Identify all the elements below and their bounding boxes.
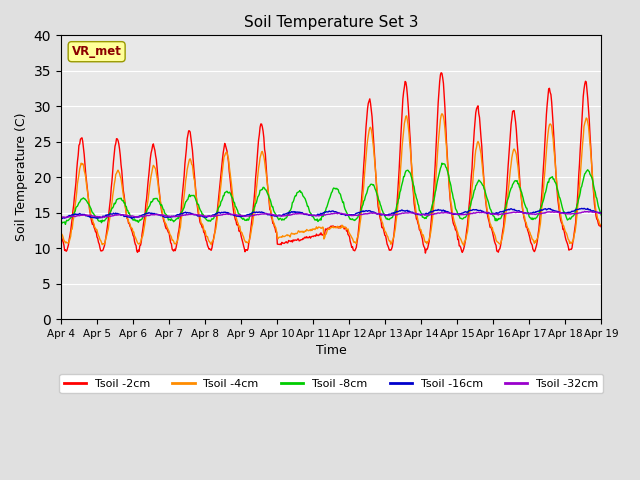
Tsoil -2cm	[206, 246, 214, 252]
Tsoil -16cm	[397, 208, 404, 214]
Tsoil -32cm	[58, 215, 65, 220]
Tsoil -4cm	[397, 166, 404, 171]
Tsoil -8cm	[123, 207, 131, 213]
Legend: Tsoil -2cm, Tsoil -4cm, Tsoil -8cm, Tsoil -16cm, Tsoil -32cm: Tsoil -2cm, Tsoil -4cm, Tsoil -8cm, Tsoi…	[60, 374, 603, 393]
Tsoil -32cm	[123, 213, 131, 218]
Tsoil -8cm	[68, 214, 76, 220]
Text: VR_met: VR_met	[72, 45, 122, 58]
Tsoil -32cm	[207, 214, 214, 219]
Tsoil -4cm	[122, 210, 130, 216]
Tsoil -32cm	[413, 211, 421, 216]
Tsoil -32cm	[57, 214, 65, 220]
Tsoil -4cm	[177, 216, 185, 222]
Tsoil -16cm	[122, 214, 130, 219]
Tsoil -4cm	[597, 222, 605, 228]
Tsoil -16cm	[67, 213, 74, 219]
Tsoil -16cm	[580, 205, 588, 211]
Tsoil -2cm	[122, 211, 130, 216]
Line: Tsoil -8cm: Tsoil -8cm	[61, 163, 601, 224]
Tsoil -2cm	[413, 216, 420, 222]
Tsoil -8cm	[57, 220, 65, 226]
Tsoil -4cm	[206, 239, 214, 245]
Tsoil -4cm	[67, 233, 74, 239]
Tsoil -32cm	[178, 212, 186, 218]
Line: Tsoil -4cm: Tsoil -4cm	[61, 114, 601, 245]
Line: Tsoil -16cm: Tsoil -16cm	[61, 208, 601, 219]
Title: Soil Temperature Set 3: Soil Temperature Set 3	[244, 15, 419, 30]
Line: Tsoil -32cm: Tsoil -32cm	[61, 211, 601, 217]
Tsoil -4cm	[438, 111, 446, 117]
Tsoil -2cm	[57, 231, 65, 237]
Tsoil -2cm	[422, 250, 429, 256]
X-axis label: Time: Time	[316, 344, 346, 357]
Tsoil -32cm	[597, 210, 605, 216]
Tsoil -32cm	[397, 211, 405, 216]
Tsoil -8cm	[207, 218, 214, 224]
Line: Tsoil -2cm: Tsoil -2cm	[61, 72, 601, 253]
Tsoil -2cm	[437, 70, 445, 75]
Tsoil -4cm	[57, 229, 65, 235]
Tsoil -8cm	[413, 197, 421, 203]
Tsoil -4cm	[413, 211, 420, 217]
Tsoil -2cm	[597, 224, 605, 230]
Tsoil -4cm	[460, 242, 468, 248]
Tsoil -16cm	[413, 211, 420, 216]
Tsoil -8cm	[597, 212, 605, 218]
Tsoil -16cm	[57, 216, 65, 222]
Tsoil -8cm	[438, 160, 446, 166]
Tsoil -8cm	[397, 184, 405, 190]
Tsoil -8cm	[61, 221, 69, 227]
Tsoil -2cm	[67, 228, 74, 234]
Tsoil -32cm	[581, 208, 589, 214]
Tsoil -16cm	[597, 210, 605, 216]
Tsoil -32cm	[68, 214, 76, 219]
Y-axis label: Soil Temperature (C): Soil Temperature (C)	[15, 113, 28, 241]
Tsoil -16cm	[206, 213, 214, 219]
Tsoil -2cm	[397, 138, 404, 144]
Tsoil -16cm	[177, 211, 185, 216]
Tsoil -2cm	[177, 207, 185, 213]
Tsoil -8cm	[178, 209, 186, 215]
